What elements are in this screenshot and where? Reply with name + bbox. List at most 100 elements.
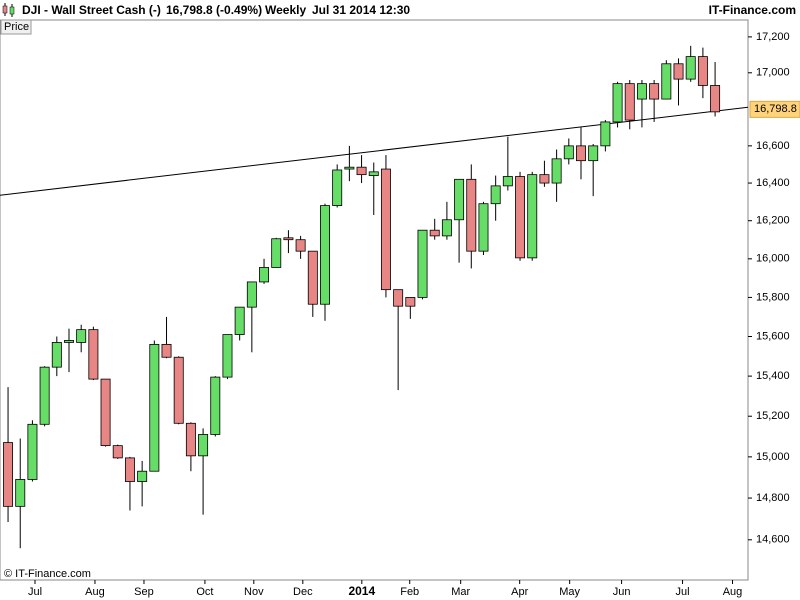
candle-body (380, 168, 391, 291)
candle-body (15, 479, 26, 507)
candle-body (576, 145, 586, 162)
candle-body (64, 340, 74, 343)
x-tick-label: Oct (196, 586, 213, 598)
y-tick-label: 17,000 (756, 67, 790, 79)
candle-body (88, 329, 99, 380)
candle-body (441, 219, 452, 237)
candle-body (307, 250, 318, 305)
candle-body (673, 63, 684, 80)
symbol: DJI - Wall Street Cash (-) (22, 3, 161, 17)
candle-body (490, 185, 501, 205)
candle-body (661, 63, 672, 100)
y-tick-label: 16,200 (756, 215, 790, 227)
candle-body (295, 239, 306, 252)
candle-body (466, 178, 477, 252)
x-tick-label: Feb (400, 586, 419, 598)
y-tick-label: 14,600 (756, 534, 790, 546)
candle-body (222, 334, 233, 378)
y-tick-label: 16,600 (756, 140, 790, 152)
x-tick-label: May (559, 586, 580, 598)
candle-body (636, 83, 647, 100)
candle-body (39, 366, 50, 425)
candle-body (149, 343, 160, 472)
candle-body (356, 166, 367, 176)
candle-body (51, 342, 62, 368)
x-tick-label: Jun (613, 586, 631, 598)
candle-body (527, 174, 538, 259)
last-price-label: 16,798.8 (754, 103, 797, 115)
y-tick-label: 17,200 (756, 31, 790, 43)
candle-body (76, 329, 87, 343)
candle-body (259, 267, 270, 283)
candle-body (332, 169, 343, 206)
x-tick-label: Jul (676, 586, 690, 598)
candle-body (588, 145, 599, 162)
candle-body (185, 422, 196, 457)
brand: IT-Finance.com (709, 3, 796, 17)
x-tick-label: 2014 (348, 584, 375, 598)
last-price-box (749, 100, 800, 118)
y-tick-label: 15,600 (756, 330, 790, 342)
candle-body (515, 176, 526, 259)
candle-body (3, 442, 14, 507)
candle-body (246, 281, 257, 308)
y-tick-label: 16,000 (756, 253, 790, 265)
candle-body (454, 178, 465, 221)
x-tick-label: Apr (511, 586, 528, 598)
y-tick-label: 16,400 (756, 177, 790, 189)
x-tick-label: Sep (134, 586, 154, 598)
x-tick-label: Aug (85, 586, 105, 598)
candle-body (539, 174, 550, 184)
candle-body (320, 205, 330, 305)
candle-body (405, 297, 416, 307)
candle-body (283, 237, 294, 241)
timestamp: Jul 31 2014 12:30 (312, 3, 410, 17)
y-tick-label: 14,800 (756, 492, 790, 504)
copyright: © IT-Finance.com (4, 568, 91, 580)
quote: 16,798.8 (-0.49%) (166, 3, 262, 17)
candle-body (124, 457, 135, 482)
y-tick-label: 15,400 (756, 370, 790, 382)
candle-body (27, 423, 38, 480)
y-tick-label: 15,000 (756, 451, 790, 463)
candle-body (368, 171, 379, 176)
candle-body (649, 83, 660, 100)
candle-body (563, 145, 574, 160)
candle-body (685, 56, 696, 80)
candle-body (112, 445, 123, 459)
candle-body (502, 176, 513, 187)
candle-body (551, 158, 562, 184)
candle-body (234, 306, 245, 335)
candle-body (344, 166, 355, 170)
plot-frame (0, 19, 749, 581)
candle-body (271, 238, 282, 268)
y-tick-label: 15,200 (756, 410, 790, 422)
x-tick-label: Nov (244, 586, 264, 598)
x-tick-label: Mar (451, 586, 470, 598)
candle-body (210, 376, 221, 435)
trendline (0, 106, 749, 196)
candle-body (429, 229, 440, 237)
candle-body (161, 343, 172, 358)
candle-body (478, 203, 489, 252)
candle-body (612, 83, 623, 123)
candle-body (600, 121, 611, 147)
candle-body (137, 470, 148, 482)
candle-body (417, 229, 428, 298)
header-icon (2, 3, 15, 17)
candle-body (393, 289, 404, 307)
x-tick-label: Dec (293, 586, 313, 598)
candle-body (100, 378, 111, 447)
interval: Weekly (265, 3, 306, 17)
candle-body (697, 56, 708, 86)
x-tick-label: Aug (723, 586, 743, 598)
panel-label: Price (4, 21, 29, 33)
y-tick-label: 15,800 (756, 291, 790, 303)
candle-body (198, 434, 209, 457)
candle-body (173, 356, 184, 424)
x-tick-label: Jul (28, 586, 42, 598)
candle-body (710, 85, 721, 113)
panel-label-box (0, 19, 32, 35)
candle-body (624, 83, 635, 121)
